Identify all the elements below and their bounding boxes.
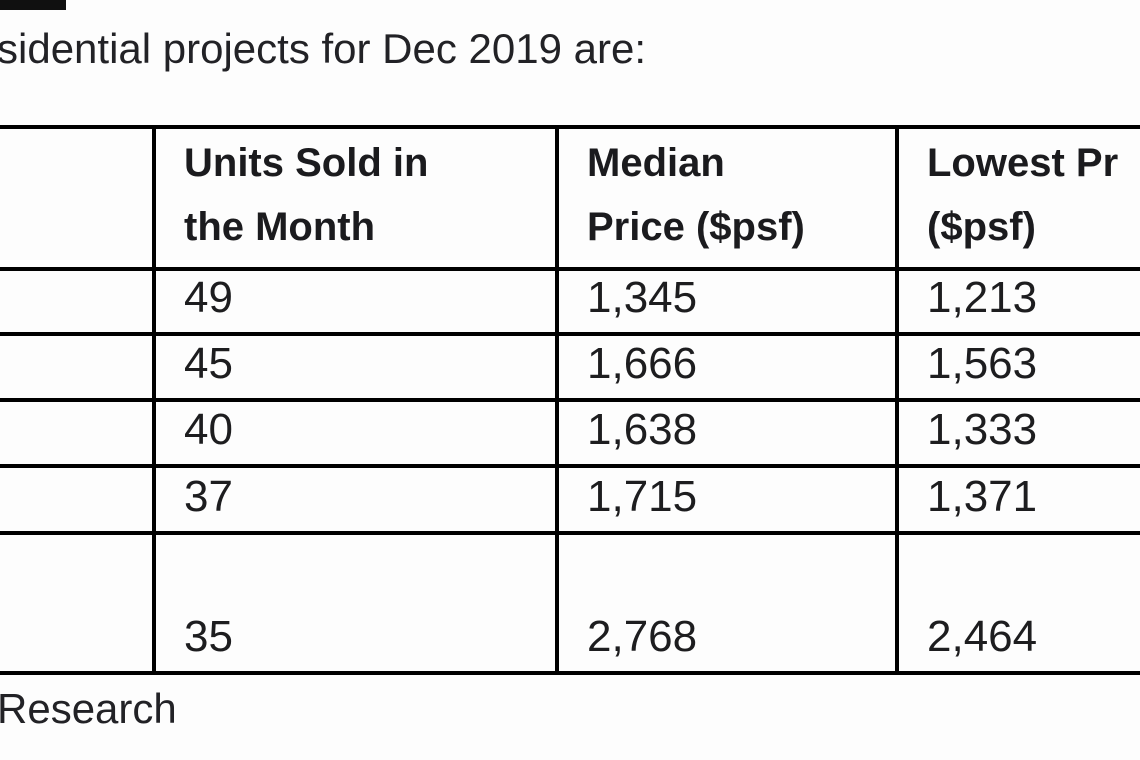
- table-row: 37 1,715 1,371: [0, 464, 1140, 535]
- cell-median-price: 1,638: [555, 398, 899, 468]
- cell-median-price: 1,666: [555, 332, 899, 402]
- header-lowest-line1: Lowest Pr: [927, 141, 1119, 185]
- table-row: 40 1,638 1,333: [0, 398, 1140, 468]
- cell-project-name: [0, 531, 156, 675]
- cell-median-price: 2,768: [555, 531, 899, 675]
- header-units-line1: Units Sold in: [184, 141, 429, 185]
- cell-lowest-price: 1,371: [895, 464, 1140, 535]
- table-row: 49 1,345 1,213: [0, 267, 1140, 336]
- cell-units-sold: 35: [152, 531, 559, 675]
- cell-median-price: 1,345: [555, 267, 899, 336]
- cell-lowest-price: 1,213: [895, 267, 1140, 336]
- cell-project-name: [0, 332, 156, 402]
- header-cell-median-price: Median Price ($psf): [555, 125, 899, 271]
- cell-project-name: [0, 398, 156, 468]
- table-row: 45 1,666 1,563: [0, 332, 1140, 402]
- cell-lowest-price: 2,464: [895, 531, 1140, 675]
- header-median-line1: Median: [587, 141, 725, 185]
- cell-units-sold: 40: [152, 398, 559, 468]
- header-units-line2: the Month: [184, 205, 376, 249]
- cell-project-name: [0, 267, 156, 336]
- table-header-row: Units Sold in the Month Median Price ($p…: [0, 125, 1140, 271]
- sales-data-table: Units Sold in the Month Median Price ($p…: [0, 125, 1140, 675]
- source-research-text: Research: [0, 685, 177, 732]
- page-title: sidential projects for Dec 2019 are:: [0, 25, 647, 72]
- cell-lowest-price: 1,563: [895, 332, 1140, 402]
- cell-median-price: 1,715: [555, 464, 899, 535]
- cell-units-sold: 37: [152, 464, 559, 535]
- header-median-line2: Price ($psf): [587, 205, 805, 249]
- cropped-artifact-bar: [0, 0, 66, 10]
- header-cell-units-sold: Units Sold in the Month: [152, 125, 559, 271]
- header-cell-project: [0, 125, 156, 271]
- cell-lowest-price: 1,333: [895, 398, 1140, 468]
- cell-units-sold: 49: [152, 267, 559, 336]
- header-lowest-line2: ($psf): [927, 205, 1036, 249]
- cell-units-sold: 45: [152, 332, 559, 402]
- header-cell-lowest-price: Lowest Pr ($psf): [895, 125, 1140, 271]
- cell-project-name: [0, 464, 156, 535]
- table-row: 35 2,768 2,464: [0, 531, 1140, 675]
